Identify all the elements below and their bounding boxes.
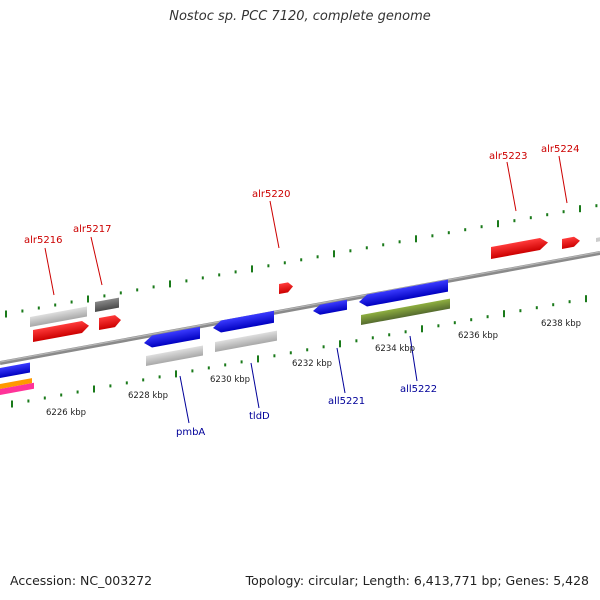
genome-title: Nostoc sp. PCC 7120, complete genome bbox=[169, 9, 431, 24]
accession-text: Accession: NC_003272 bbox=[10, 573, 153, 588]
leader-all5221 bbox=[336, 347, 346, 394]
gene-tldD[interactable] bbox=[213, 310, 274, 334]
gene-left-edge-orange[interactable] bbox=[0, 378, 32, 391]
gene-alr5216[interactable] bbox=[33, 320, 89, 342]
genome-backbone bbox=[0, 251, 600, 365]
scale-label-6234: 6234 kbp bbox=[375, 344, 415, 354]
gene-all5221[interactable] bbox=[313, 299, 347, 316]
label-pmbA: pmbA bbox=[176, 427, 205, 438]
lower-tick-row bbox=[11, 295, 587, 408]
scale-label-6236: 6236 kbp bbox=[458, 331, 498, 341]
label-all5222: all5222 bbox=[400, 384, 437, 395]
leader-all5222 bbox=[409, 335, 418, 382]
gene-pmbA[interactable] bbox=[144, 326, 200, 349]
label-alr5217: alr5217 bbox=[73, 224, 111, 235]
gene-forward-gray-a[interactable] bbox=[30, 306, 87, 327]
scale-label-6230: 6230 kbp bbox=[210, 375, 250, 385]
scale-label-6228: 6228 kbp bbox=[128, 391, 168, 401]
gene-reverse-olive[interactable] bbox=[361, 298, 450, 325]
leader-alr5223 bbox=[506, 161, 517, 212]
label-all5221: all5221 bbox=[328, 396, 365, 407]
label-tldD: tldD bbox=[249, 411, 270, 422]
gene-alr5220[interactable] bbox=[279, 281, 293, 294]
leader-alr5224 bbox=[558, 155, 568, 204]
genome-summary-text: Topology: circular; Length: 6,413,771 bp… bbox=[245, 573, 589, 588]
scale-label-6238: 6238 kbp bbox=[541, 319, 581, 329]
label-alr5224: alr5224 bbox=[541, 144, 579, 155]
gene-alr5217[interactable] bbox=[99, 314, 121, 330]
gene-left-edge-pink[interactable] bbox=[0, 382, 34, 397]
genome-backbone-highlight bbox=[0, 251, 600, 363]
gene-all5222[interactable] bbox=[359, 279, 448, 308]
gene-reverse-gray-a[interactable] bbox=[146, 345, 203, 366]
leader-tldD bbox=[250, 362, 260, 409]
gene-right-edge[interactable] bbox=[596, 236, 600, 242]
leader-alr5217 bbox=[90, 236, 103, 286]
gene-alr5224[interactable] bbox=[562, 236, 580, 249]
label-alr5216: alr5216 bbox=[24, 235, 62, 246]
scale-label-6226: 6226 kbp bbox=[46, 408, 86, 418]
label-alr5223: alr5223 bbox=[489, 151, 527, 162]
gene-forward-dark[interactable] bbox=[95, 297, 119, 312]
forward-leader-lines bbox=[44, 155, 568, 296]
gene-alr5223[interactable] bbox=[491, 237, 548, 259]
scale-label-6232: 6232 kbp bbox=[292, 359, 332, 369]
label-alr5220: alr5220 bbox=[252, 189, 290, 200]
gene-left-edge-blue[interactable] bbox=[0, 362, 30, 380]
leader-alr5216 bbox=[44, 247, 55, 296]
gene-reverse-gray-b[interactable] bbox=[215, 330, 277, 352]
leader-pmbA bbox=[179, 375, 190, 424]
reverse-leader-lines bbox=[179, 335, 418, 424]
upper-tick-row bbox=[5, 204, 598, 318]
leader-alr5220 bbox=[269, 200, 280, 249]
